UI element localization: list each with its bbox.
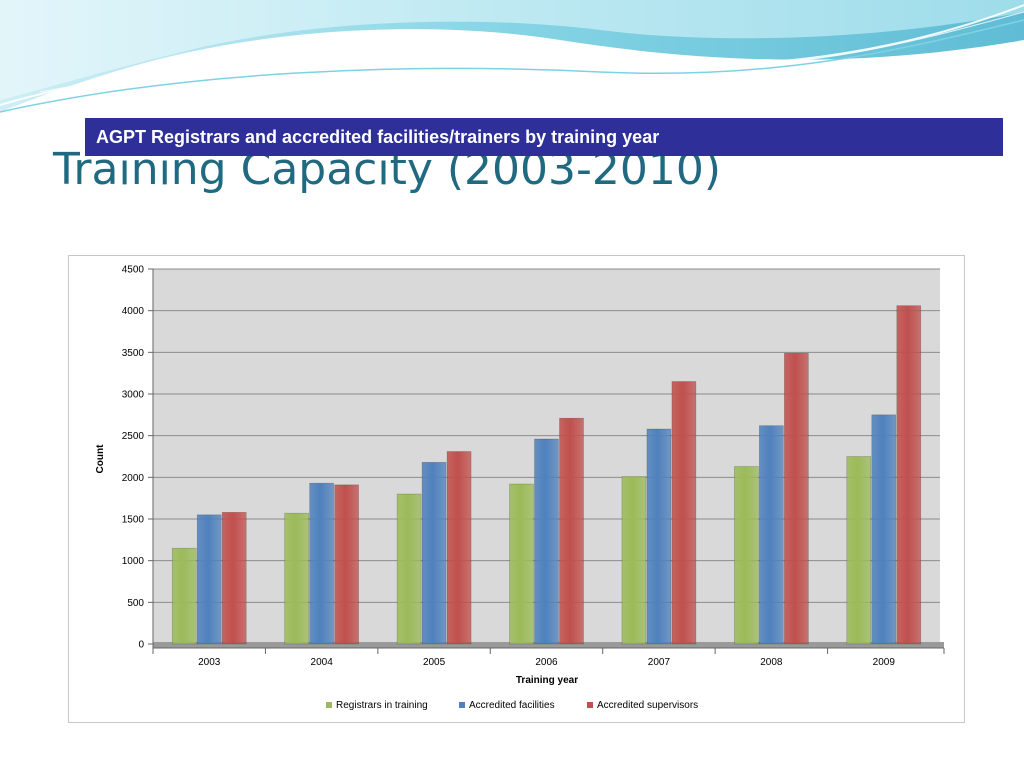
x-tick-label: 2008	[760, 657, 783, 668]
bar-registrars-in-training-2004	[284, 512, 309, 645]
wave-decoration	[0, 0, 1024, 113]
bar-accredited-supervisors-2006	[559, 417, 584, 645]
bar-accredited-supervisors-2005	[446, 451, 472, 645]
x-tick-label: 2009	[873, 657, 896, 668]
bar-accredited-facilities-2007	[646, 428, 672, 645]
y-tick-label: 0	[138, 640, 144, 651]
y-tick-label: 3500	[122, 348, 145, 359]
bar-accredited-facilities-2008	[759, 425, 784, 645]
legend-swatch	[326, 702, 332, 708]
y-axis-label: Count	[95, 444, 106, 474]
bar-accredited-facilities-2003	[196, 514, 222, 645]
plot-floor	[153, 642, 944, 648]
bar-chart: 0 500 1000 1500 2000 2500 3000 3500 4000 4500 2003…	[95, 265, 945, 711]
x-axis-label: Training year	[516, 675, 578, 686]
x-tick-label: 2003	[198, 657, 221, 668]
bar-accredited-supervisors-2009	[896, 305, 922, 645]
x-tick-label: 2004	[311, 657, 334, 668]
bar-registrars-in-training-2007	[621, 476, 647, 645]
bar-registrars-in-training-2008	[734, 466, 759, 645]
bar-registrars-in-training-2003	[171, 547, 197, 645]
bar-accredited-supervisors-2003	[221, 512, 247, 645]
y-tick-label: 2500	[122, 431, 145, 442]
x-tick-label: 2005	[423, 657, 446, 668]
legend-label: Registrars in training	[336, 700, 428, 711]
bar-registrars-in-training-2005	[396, 493, 422, 645]
y-tick-label: 4000	[122, 306, 145, 317]
legend-swatch	[459, 702, 465, 708]
legend-swatch	[587, 702, 593, 708]
x-tick-label: 2007	[648, 657, 671, 668]
y-tick-label: 1500	[122, 515, 145, 526]
bar-accredited-supervisors-2004	[334, 484, 359, 645]
x-tick-label: 2006	[535, 657, 558, 668]
bar-accredited-facilities-2005	[421, 462, 447, 645]
y-tick-label: 2000	[122, 473, 145, 484]
bar-accredited-facilities-2006	[534, 438, 559, 645]
bar-accredited-facilities-2004	[309, 482, 334, 645]
y-tick-label: 500	[127, 598, 144, 609]
y-tick-label: 4500	[122, 265, 145, 276]
bar-accredited-supervisors-2008	[784, 352, 809, 645]
bar-registrars-in-training-2006	[509, 483, 534, 645]
y-tick-label: 3000	[122, 390, 145, 401]
legend-label: Accredited facilities	[469, 700, 555, 711]
bar-registrars-in-training-2009	[846, 456, 872, 645]
legend-label: Accredited supervisors	[597, 700, 698, 711]
y-tick-label: 1000	[122, 556, 145, 567]
chart-legend: Registrars in training Accredited facilit…	[326, 700, 698, 711]
bar-accredited-facilities-2009	[871, 414, 897, 645]
bar-accredited-supervisors-2007	[671, 381, 697, 645]
chart-container: 0 500 1000 1500 2000 2500 3000 3500 4000 4500 2003…	[68, 255, 965, 723]
chart-banner: AGPT Registrars and accredited facilitie…	[85, 118, 1003, 156]
